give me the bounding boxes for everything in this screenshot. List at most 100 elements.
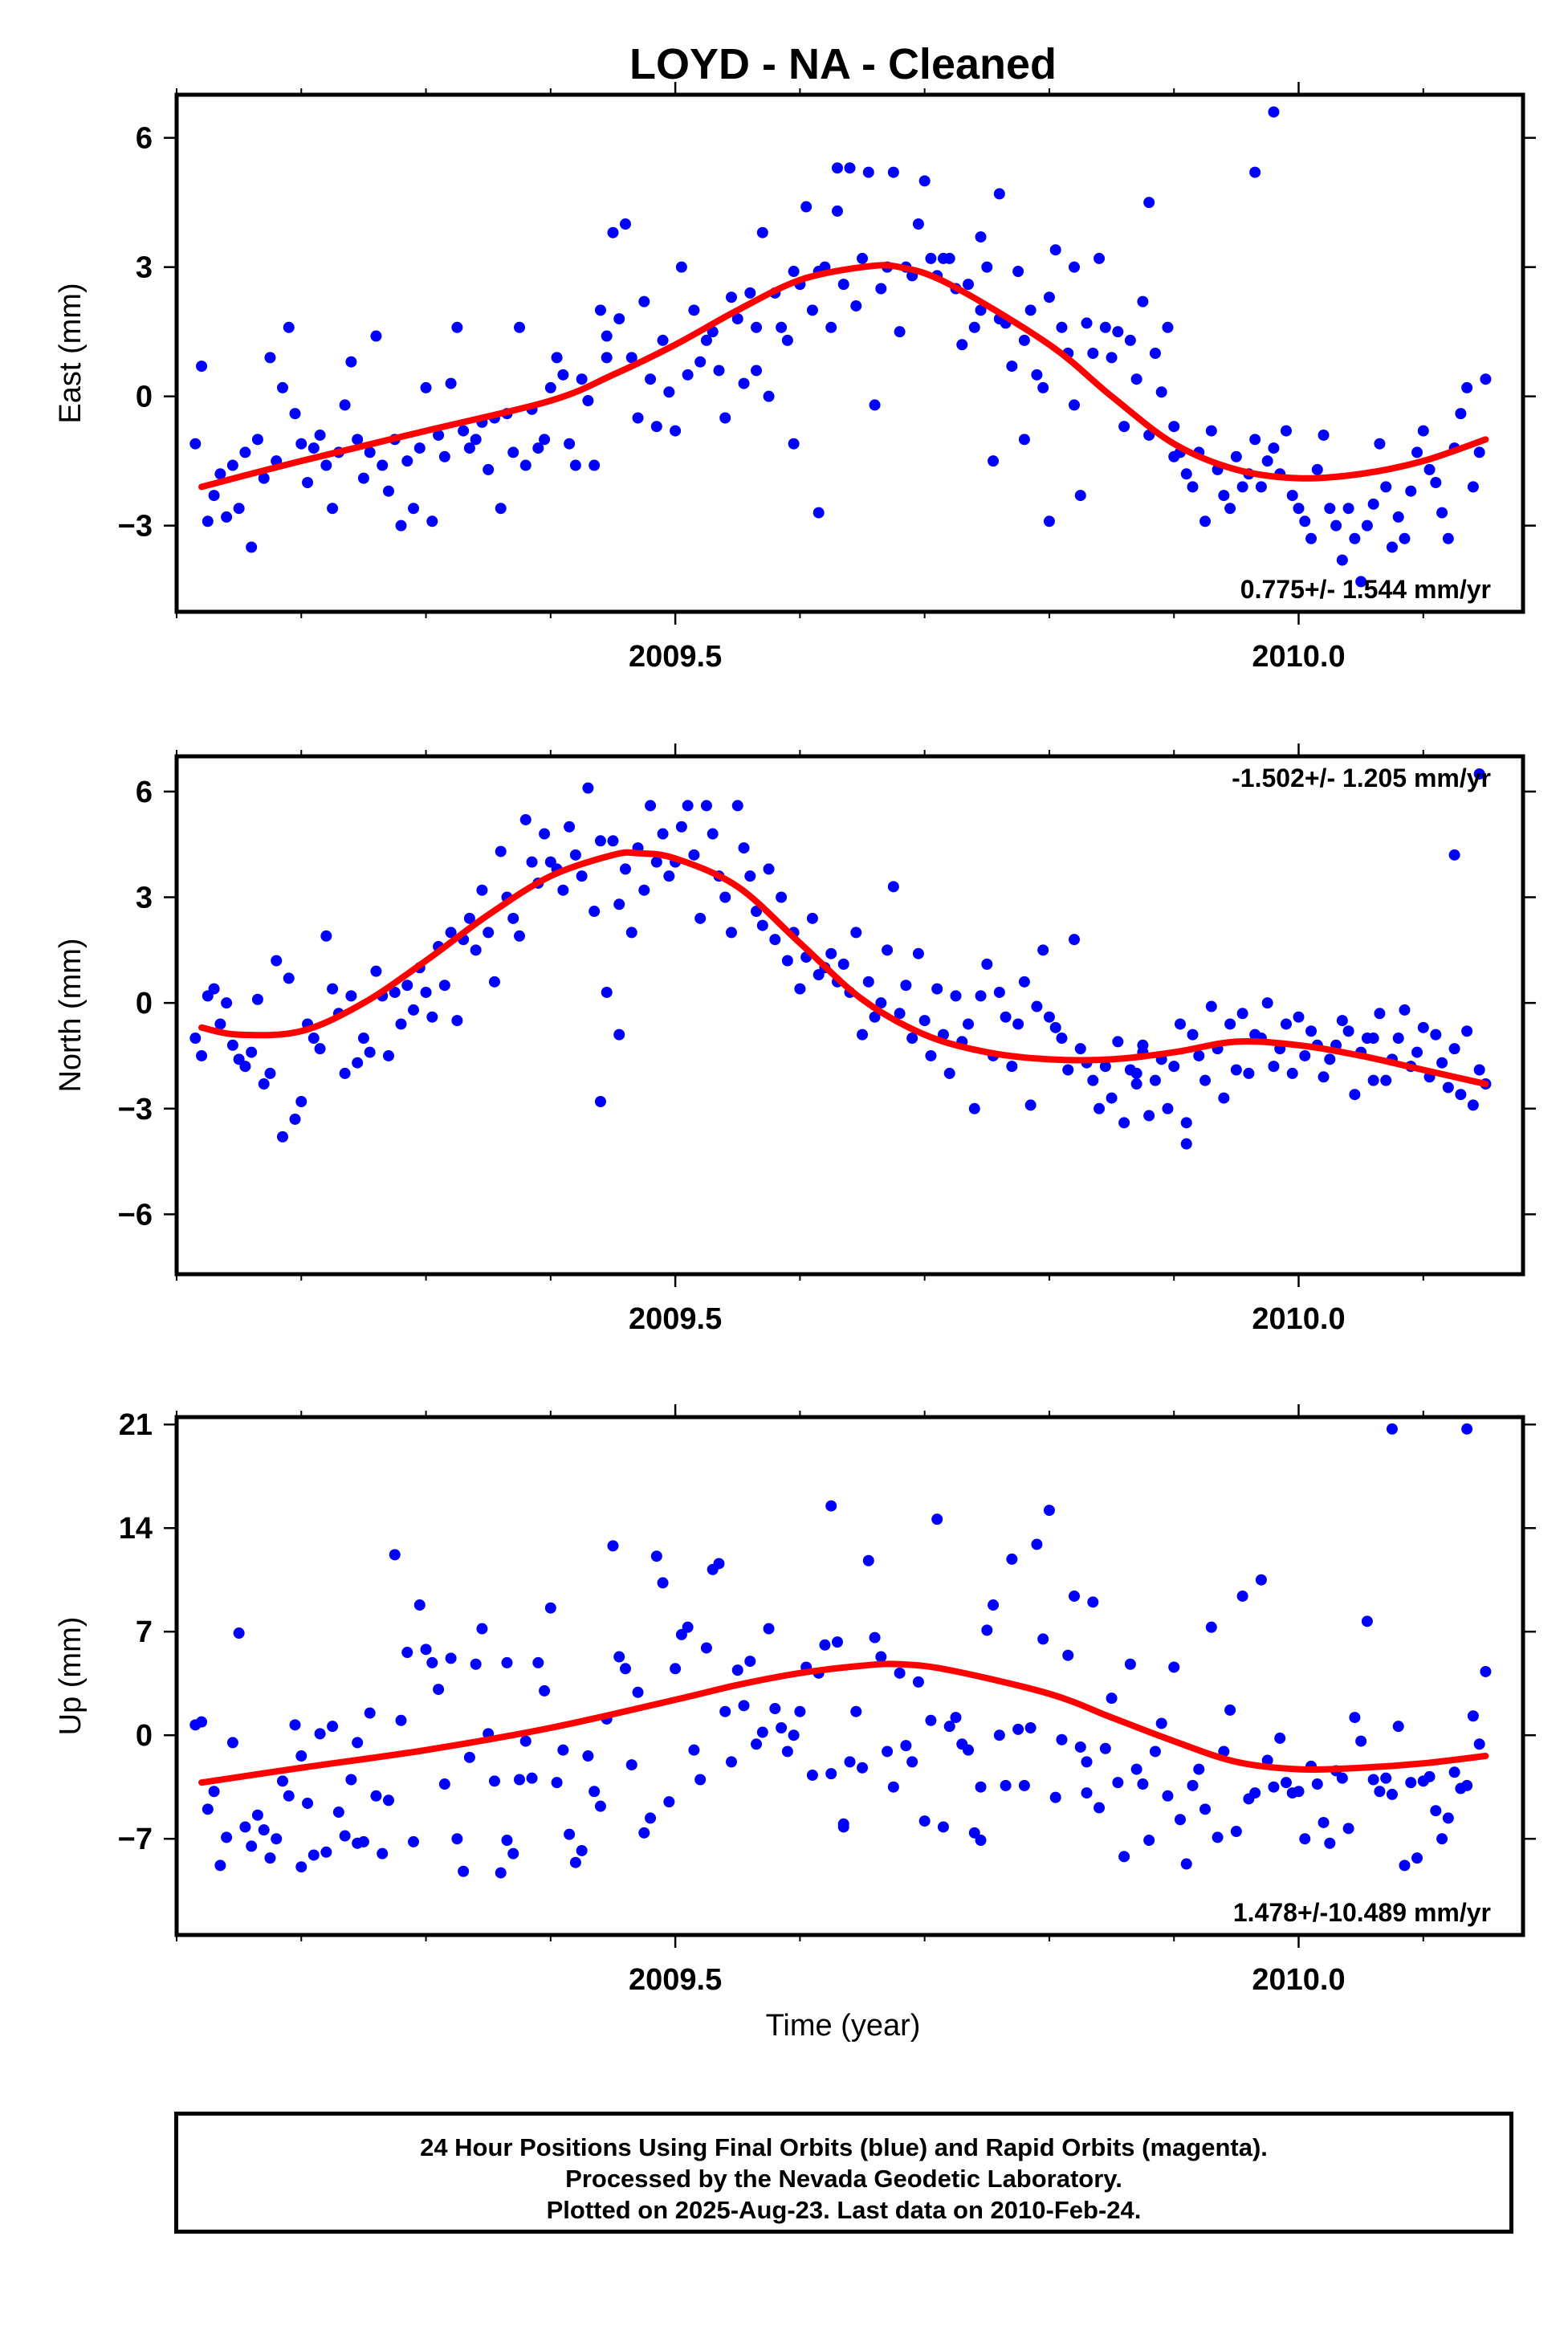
data-point [713,1558,725,1570]
panel-1: 2009.5 2010.0 −3 0 3 6 East (mm) 0.775+/- 1.544… [54,82,1536,674]
data-point [1087,348,1099,359]
data-point [869,1011,881,1023]
data-point [1130,1078,1142,1090]
data-point [887,881,899,893]
data-point [1293,1786,1305,1798]
data-point [458,1865,470,1877]
data-point [389,986,401,998]
data-point [725,927,737,939]
data-point [1461,1779,1473,1791]
data-point [882,944,894,956]
data-point [1299,1049,1311,1061]
data-point [950,990,962,1002]
data-point [1031,1000,1043,1012]
data-point [196,360,208,373]
y-tick-label: 7 [136,1615,153,1649]
data-point [650,1550,662,1562]
data-point [620,218,631,230]
data-point [1261,1754,1273,1766]
data-point [339,1830,351,1842]
data-point [975,1835,987,1847]
data-point [557,884,569,896]
data-point [327,983,339,995]
data-point [1230,450,1242,462]
data-point [1249,1787,1261,1799]
data-point [196,1049,208,1061]
data-point [963,1018,975,1030]
y-tick-label: 6 [136,776,153,809]
data-point [1224,503,1236,515]
data-point [869,399,881,411]
data-point [950,1712,962,1724]
data-point [1374,1008,1386,1020]
data-point [625,352,637,364]
data-point [501,1835,513,1847]
data-point [501,1656,513,1668]
figure-title: LOYD - NA - Cleaned [629,40,1057,88]
data-point [1149,1745,1161,1758]
data-point [426,1011,438,1023]
data-point [1069,261,1080,273]
data-point [620,863,631,875]
data-point [445,1652,457,1664]
data-point [1473,1738,1485,1750]
data-point [1299,1833,1311,1845]
data-point [1342,1025,1354,1037]
data-point [1336,1772,1348,1784]
data-point [327,1721,339,1733]
data-point [1399,1860,1411,1872]
data-point [1461,1423,1473,1435]
data-point [968,321,980,333]
data-point [1162,1102,1174,1114]
data-point [925,1714,937,1726]
data-point [514,930,526,942]
data-point [1074,490,1086,502]
data-point [744,870,756,882]
data-point [906,1756,918,1768]
data-point [1062,1649,1074,1661]
data-point [763,863,775,875]
data-point [1087,1596,1099,1608]
data-point [963,279,975,291]
data-point [401,455,413,467]
data-point [694,912,707,924]
data-point [251,993,263,1005]
data-point [226,459,238,471]
data-point [1049,1791,1061,1803]
data-point [613,1651,625,1663]
data-point [763,1623,775,1635]
data-point [345,356,357,368]
data-point [1255,481,1267,493]
data-point [931,1513,943,1525]
data-point [831,205,843,217]
data-point [1230,1826,1242,1837]
data-point [1099,321,1111,333]
data-point [1024,304,1037,316]
data-point [731,1664,743,1676]
data-point [1367,1774,1379,1786]
data-point [894,326,906,338]
fit-curve [198,849,1489,1088]
data-point [307,442,320,454]
data-point [875,283,887,295]
y-axis-label: North (mm) [54,938,88,1092]
data-point [601,330,613,342]
data-point [289,408,301,420]
data-point [251,1809,263,1821]
data-point [1455,1089,1467,1101]
data-point [514,1774,526,1786]
data-point [295,1750,307,1762]
data-point [918,1015,931,1027]
data-point [1043,291,1055,303]
x-tick-label: 2009.5 [629,1963,722,1997]
data-point [1168,450,1180,462]
data-point [1049,244,1061,256]
data-point [320,1846,332,1858]
data-point [532,442,544,454]
data-point [1342,1823,1354,1835]
data-point [1318,1071,1330,1083]
data-point [239,1061,251,1073]
data-point [719,412,731,424]
data-point [189,438,202,450]
data-point [675,821,687,833]
